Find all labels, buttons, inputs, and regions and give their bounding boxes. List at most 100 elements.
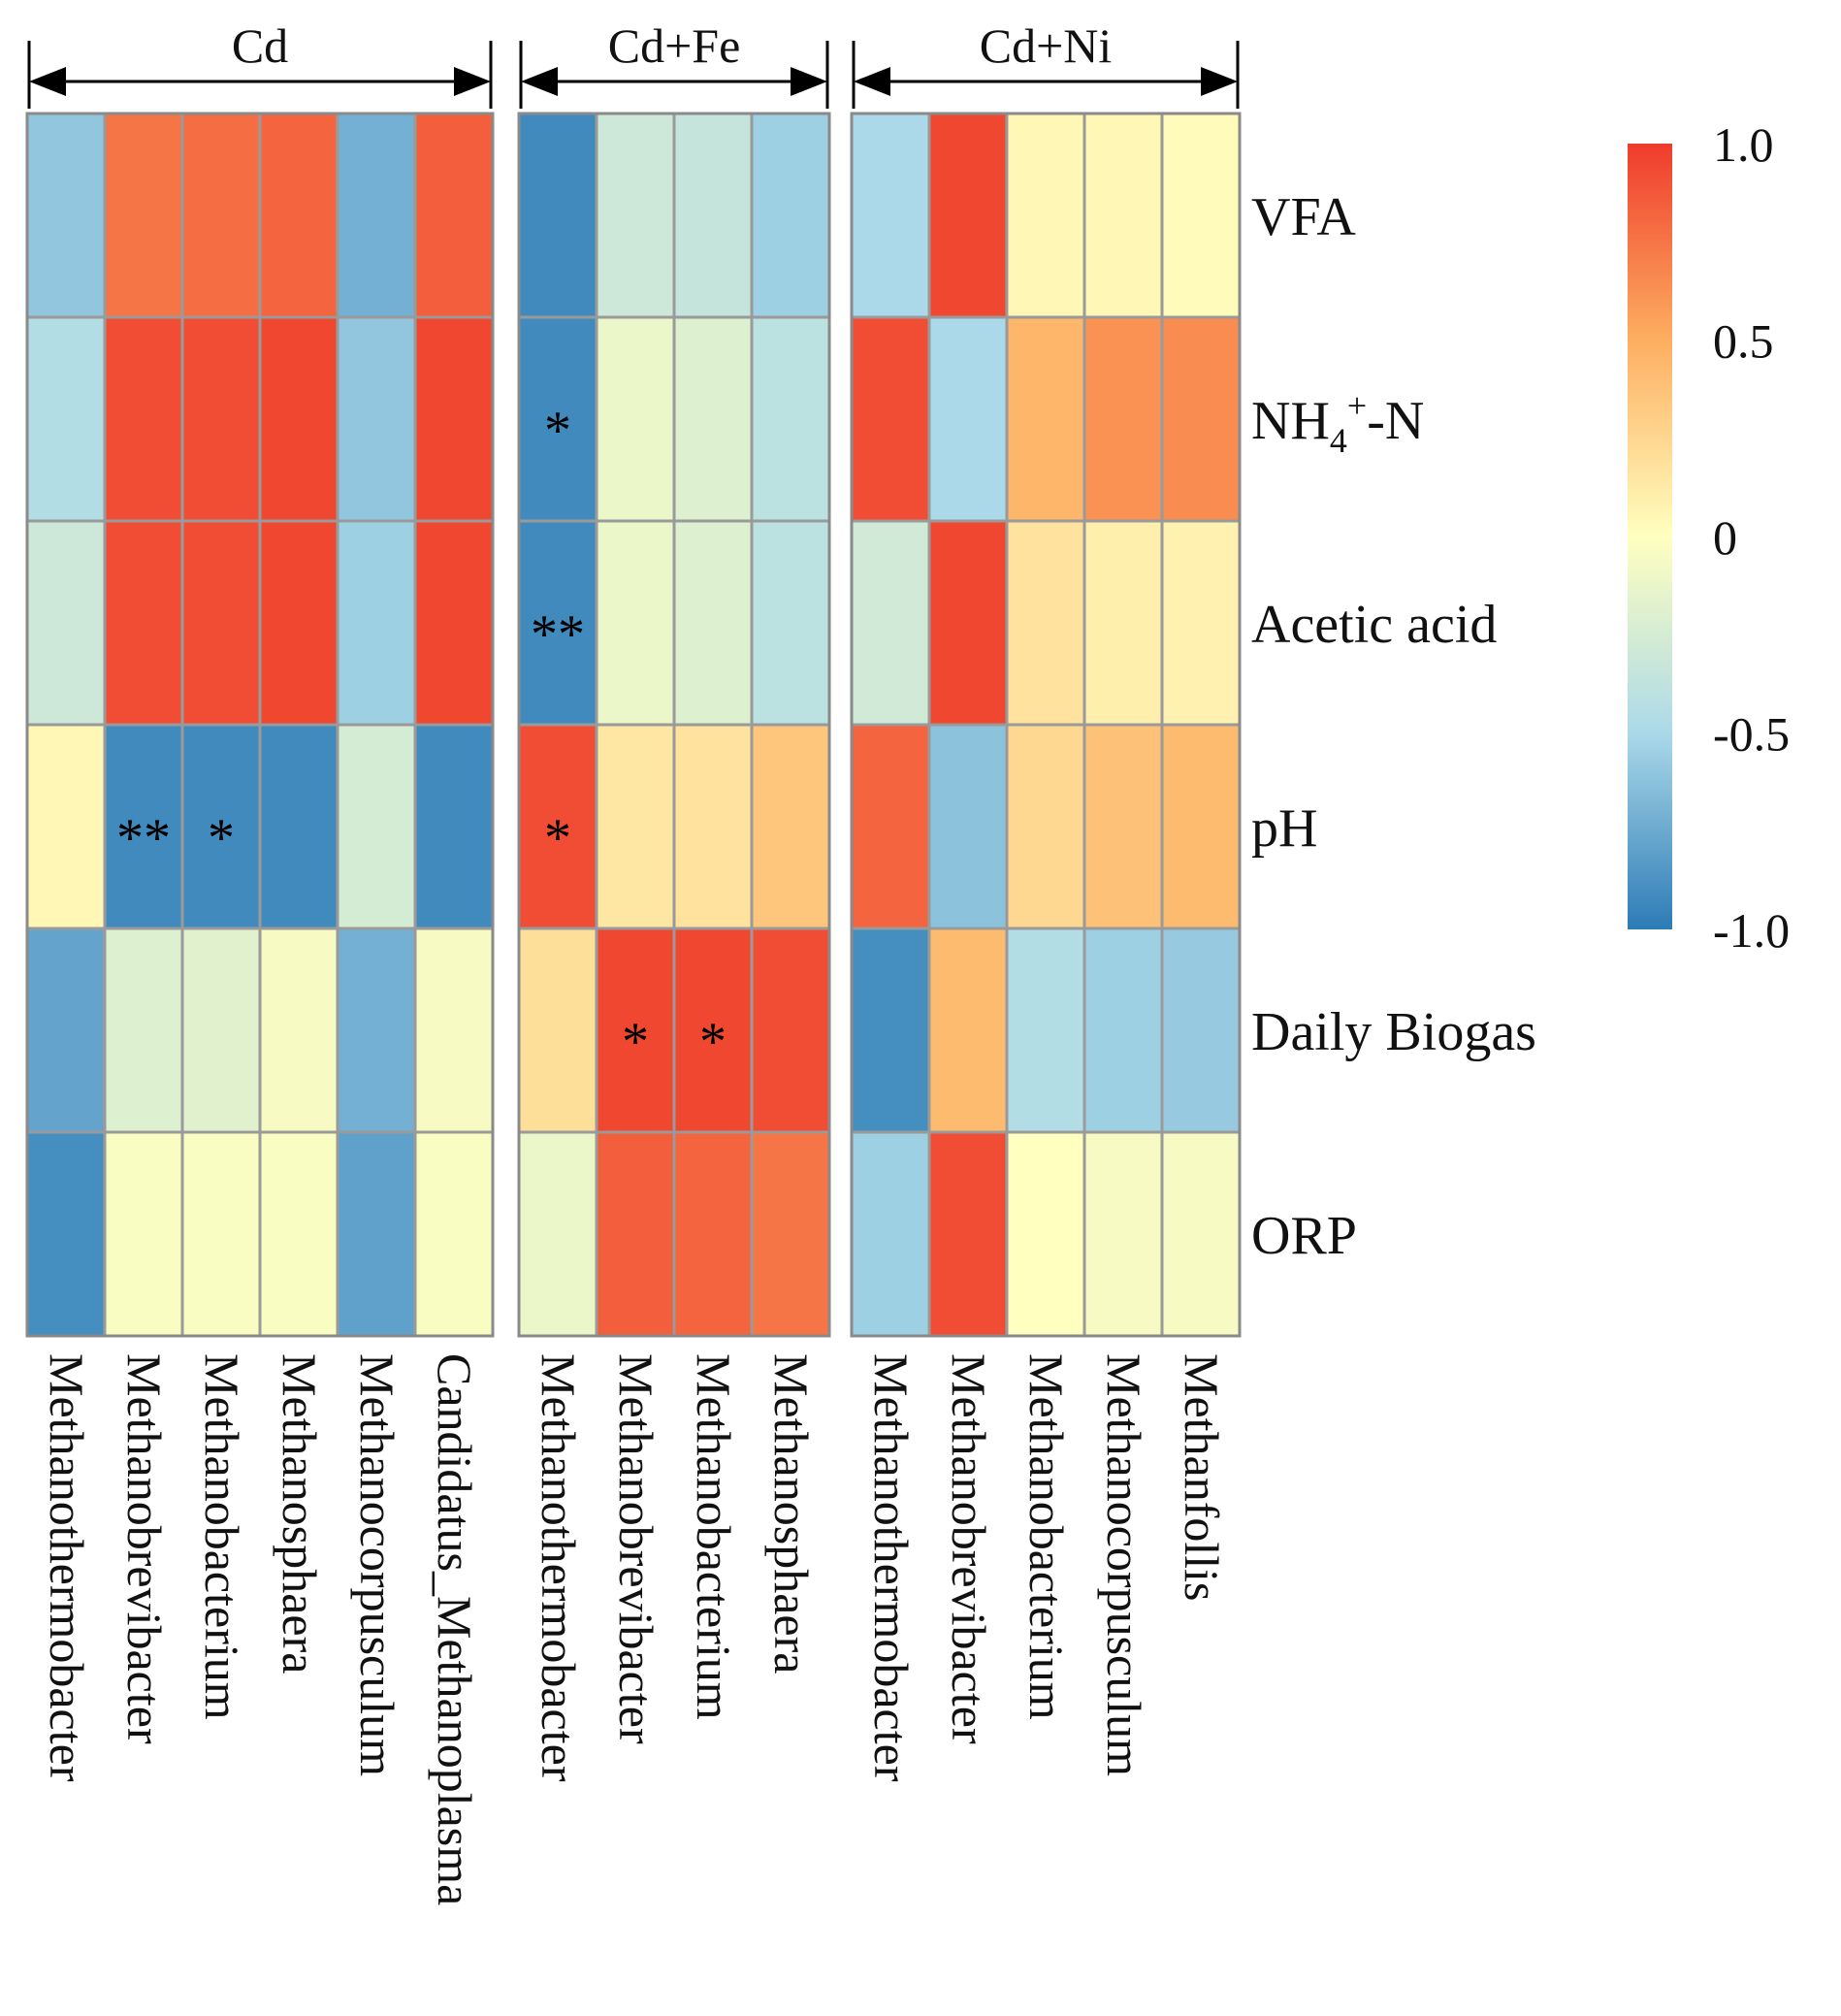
heatmap-cell	[413, 1130, 495, 1338]
significance-star: *	[208, 808, 235, 868]
heatmap-cell	[750, 723, 831, 930]
arrow-right-icon	[454, 67, 491, 96]
heatmap-cell	[180, 112, 262, 319]
heatmap-cell	[25, 927, 107, 1134]
panel-title: Cd	[232, 18, 288, 73]
significance-star: **	[531, 604, 585, 665]
heatmap-cell	[1005, 1130, 1086, 1338]
arrow-left-icon	[854, 67, 890, 96]
heatmap-cell	[927, 1130, 1009, 1338]
heatmap-cell	[672, 723, 754, 930]
heatmap-cell	[750, 315, 831, 523]
heatmap-cell	[103, 112, 184, 319]
heatmap-cell	[850, 519, 931, 727]
heatmap-cell	[927, 723, 1009, 930]
significance-star: **	[116, 808, 171, 868]
column-label: Methanobrevibacter	[117, 1353, 172, 1744]
heatmap-cell	[672, 315, 754, 523]
column-label: Methanobacterium	[1019, 1353, 1074, 1720]
heatmap-cell	[413, 519, 495, 727]
column-label: Methanothermobacter	[864, 1353, 919, 1782]
column-label: Methanosphaera	[273, 1353, 327, 1674]
colorbar-tick-label: 0	[1713, 510, 1737, 565]
heatmap-cell	[1005, 519, 1086, 727]
heatmap-cell	[1160, 1130, 1242, 1338]
column-label: Methanocorpusculum	[350, 1353, 404, 1776]
arrow-right-icon	[791, 67, 827, 96]
heatmap-cell	[258, 519, 339, 727]
heatmap-cell	[750, 927, 831, 1134]
significance-star: *	[699, 1012, 727, 1072]
heatmap-cell	[1160, 927, 1242, 1134]
heatmap-cell	[1082, 112, 1164, 319]
significance-star: *	[622, 1012, 649, 1072]
heatmap-cell	[517, 1130, 598, 1338]
heatmap-cell	[850, 1130, 931, 1338]
row-label: pH	[1251, 798, 1317, 859]
heatmap-cell	[336, 723, 417, 930]
colorbar-tick-label: 0.5	[1713, 314, 1774, 369]
column-label: Candidatus_Methanoplasma	[428, 1353, 482, 1905]
heatmap-cell	[180, 927, 262, 1134]
panel-title: Cd+Fe	[608, 18, 741, 73]
column-label: Methanobacterium	[687, 1353, 741, 1720]
heatmap-cell	[336, 519, 417, 727]
heatmap-cell	[517, 112, 598, 319]
panel-cd-plus-fe: Cd+Fe***** *Methanothermobacter Methanobre…	[517, 18, 831, 1782]
heatmap-cell	[1082, 723, 1164, 930]
heatmap-cell	[1005, 927, 1086, 1134]
heatmap-cell	[850, 315, 931, 523]
significance-star: *	[544, 401, 571, 461]
heatmap-cell	[336, 927, 417, 1134]
heatmap-cell	[413, 315, 495, 523]
panel-cd-plus-ni: Cd+Ni Methanothermobacter Methanobrevibact…	[850, 18, 1242, 1782]
heatmap-cell	[850, 723, 931, 930]
heatmap-cell	[103, 1130, 184, 1338]
heatmap-cell	[25, 315, 107, 523]
heatmap-cell	[103, 519, 184, 727]
column-label: Methanfollis	[1175, 1353, 1229, 1602]
heatmap-cell	[927, 112, 1009, 319]
heatmap-cell	[672, 927, 754, 1134]
heatmap-cell	[927, 519, 1009, 727]
heatmap-cell	[595, 519, 676, 727]
arrow-left-icon	[29, 67, 66, 96]
column-label: Methanobrevibacter	[609, 1353, 663, 1744]
panel-frame	[850, 112, 1242, 1338]
column-label: Methanosphaera	[764, 1353, 819, 1674]
column-label: Methanobacterium	[195, 1353, 249, 1720]
heatmap-cell	[672, 519, 754, 727]
heatmap-cell	[413, 927, 495, 1134]
heatmap-cell	[336, 1130, 417, 1338]
colorbar: 1.0 0.5 0 -0.5 -1.0	[1628, 117, 1790, 958]
heatmap-cell	[180, 519, 262, 727]
heatmap-cell	[517, 927, 598, 1134]
heatmap-cell	[1005, 112, 1086, 319]
heatmap-cell	[25, 723, 107, 930]
heatmap-cell	[413, 723, 495, 930]
panel-frame	[517, 112, 831, 1338]
heatmap-cell	[25, 519, 107, 727]
heatmap-cell	[927, 315, 1009, 523]
heatmap-cell	[672, 112, 754, 319]
heatmap-panels: Cd** *Methanothermobacter Methanobrevibact…	[25, 18, 1242, 1905]
heatmap-cell	[258, 1130, 339, 1338]
heatmap-cell	[850, 112, 931, 319]
heatmap-cell	[1082, 315, 1164, 523]
heatmap-cell	[1160, 519, 1242, 727]
column-label: Methanothermobacter	[532, 1353, 586, 1782]
heatmap-cell	[1082, 927, 1164, 1134]
heatmap-cell	[750, 1130, 831, 1338]
heatmap-cell	[1160, 112, 1242, 319]
heatmap-cell	[595, 112, 676, 319]
heatmap-cell	[1082, 519, 1164, 727]
heatmap-cell	[1160, 315, 1242, 523]
row-labels: VFA NH4+-N Acetic acid pH Daily Biogas ORP	[1251, 187, 1536, 1266]
heatmap-cell	[103, 927, 184, 1134]
heatmap-cell	[258, 315, 339, 523]
heatmap-cell	[750, 519, 831, 727]
row-label: VFA	[1251, 187, 1356, 247]
panel-title: Cd+Ni	[980, 18, 1113, 73]
panel-cd: Cd** *Methanothermobacter Methanobrevibact…	[25, 18, 495, 1905]
